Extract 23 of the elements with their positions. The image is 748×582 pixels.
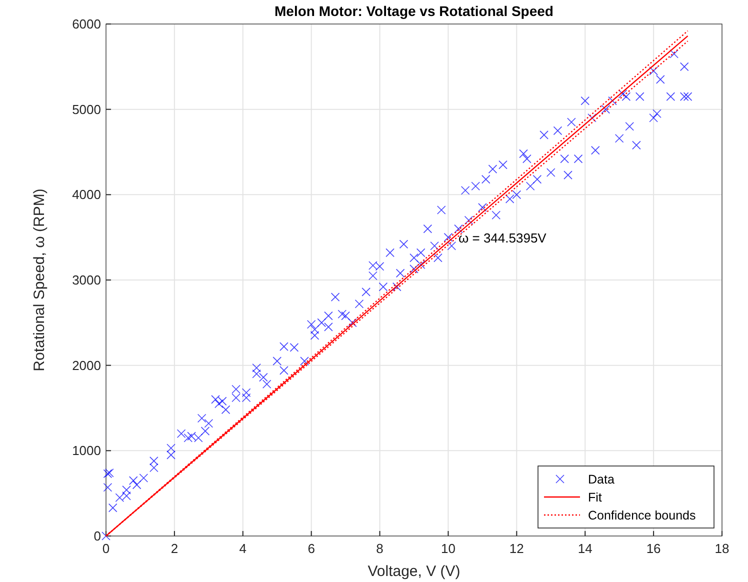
x-tick-label: 10 (440, 541, 456, 556)
y-tick-label: 1000 (72, 443, 101, 458)
x-tick-label: 4 (239, 541, 247, 556)
y-tick-label: 4000 (72, 187, 101, 202)
x-tick-label: 8 (376, 541, 384, 556)
x-tick-label: 2 (170, 541, 178, 556)
x-tick-label: 12 (509, 541, 524, 556)
y-tick-label: 3000 (72, 272, 101, 288)
y-tick-label: 6000 (72, 16, 101, 32)
y-tick-label: 2000 (72, 358, 101, 373)
x-tick-label: 14 (578, 541, 592, 556)
y-tick-label: 5000 (72, 102, 101, 117)
x-tick-label: 16 (646, 541, 661, 556)
y-axis-title: Rotational Speed, ω (RPM) (31, 188, 48, 372)
legend-label: Fit (588, 490, 602, 504)
legend-label: Confidence bounds (588, 508, 696, 522)
annotation: ω = 344.5395V (458, 230, 547, 246)
legend-label: Data (588, 472, 614, 486)
x-axis-title: Voltage, V (V) (368, 563, 460, 580)
chart-title: Melon Motor: Voltage vs Rotational Speed (274, 3, 554, 19)
x-tick-label: 18 (714, 541, 730, 556)
y-tick-label: 0 (94, 528, 101, 544)
x-tick-label: 6 (308, 541, 315, 556)
